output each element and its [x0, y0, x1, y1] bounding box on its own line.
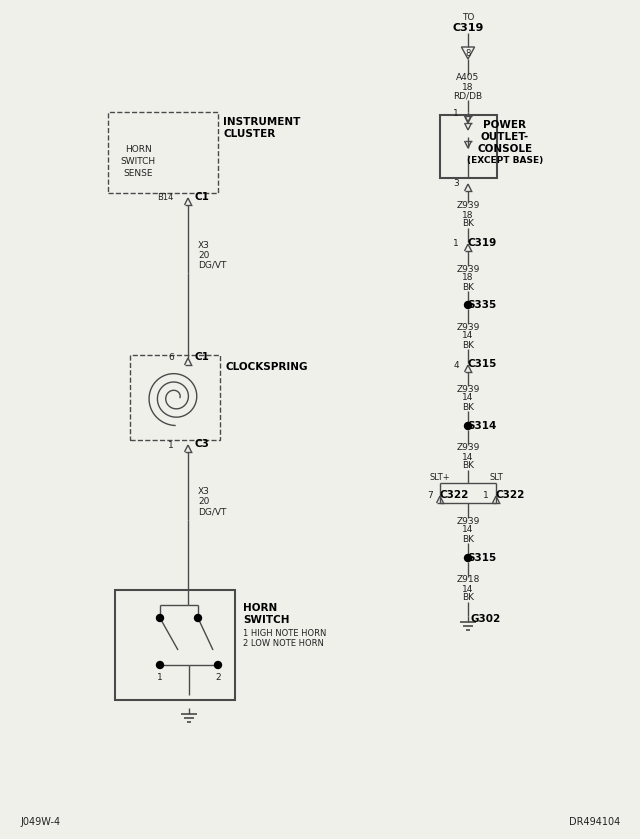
Text: DG/VT: DG/VT	[198, 508, 227, 517]
Text: SWITCH: SWITCH	[243, 615, 289, 625]
Text: BK: BK	[462, 283, 474, 291]
Text: 14: 14	[462, 452, 474, 461]
Text: (EXCEPT BASE): (EXCEPT BASE)	[467, 157, 543, 165]
Text: Z939: Z939	[456, 201, 480, 211]
Text: C319: C319	[452, 23, 484, 33]
Text: Z939: Z939	[456, 384, 480, 393]
Text: 14: 14	[462, 331, 474, 341]
Text: INSTRUMENT: INSTRUMENT	[223, 117, 300, 127]
Text: 18: 18	[462, 274, 474, 283]
Text: BK: BK	[462, 593, 474, 602]
Text: S335: S335	[467, 300, 497, 310]
Text: Z939: Z939	[456, 444, 480, 452]
Text: OUTLET-: OUTLET-	[481, 132, 529, 142]
Text: CONSOLE: CONSOLE	[477, 144, 532, 154]
Text: 6: 6	[168, 353, 174, 362]
Text: C1: C1	[195, 352, 209, 362]
Text: C3: C3	[195, 439, 209, 449]
Text: C322: C322	[495, 490, 525, 500]
Text: S314: S314	[467, 421, 497, 431]
Text: G302: G302	[471, 614, 501, 624]
Text: POWER: POWER	[483, 120, 527, 130]
Text: 1 HIGH NOTE HORN: 1 HIGH NOTE HORN	[243, 629, 326, 638]
Text: J049W-4: J049W-4	[20, 817, 60, 827]
Text: 14: 14	[462, 585, 474, 593]
Text: 7: 7	[427, 492, 433, 501]
Text: 1: 1	[453, 239, 459, 248]
Text: C1: C1	[195, 192, 209, 202]
Text: HORN: HORN	[125, 145, 152, 154]
Text: C319: C319	[467, 238, 497, 248]
Text: BK: BK	[462, 220, 474, 228]
Text: Z939: Z939	[456, 264, 480, 274]
Text: SLT: SLT	[489, 472, 503, 482]
Text: X3: X3	[198, 241, 210, 249]
Text: C315: C315	[467, 359, 497, 369]
Circle shape	[465, 555, 472, 561]
Text: CLOCKSPRING: CLOCKSPRING	[225, 362, 307, 372]
Text: 18: 18	[462, 82, 474, 91]
Text: S315: S315	[467, 553, 497, 563]
Text: SENSE: SENSE	[124, 169, 153, 179]
Circle shape	[214, 661, 221, 669]
Text: 2: 2	[215, 673, 221, 681]
Circle shape	[465, 301, 472, 309]
Text: A405: A405	[456, 74, 479, 82]
Text: BK: BK	[462, 461, 474, 471]
Text: TO: TO	[462, 13, 474, 23]
Text: 1: 1	[168, 440, 174, 450]
Text: SWITCH: SWITCH	[120, 158, 156, 166]
Text: 1: 1	[157, 673, 163, 681]
Circle shape	[157, 661, 163, 669]
Text: B14: B14	[157, 194, 174, 202]
Text: C322: C322	[439, 490, 468, 500]
Text: X3: X3	[198, 487, 210, 497]
Text: 14: 14	[462, 525, 474, 534]
Text: 2 LOW NOTE HORN: 2 LOW NOTE HORN	[243, 639, 324, 649]
Text: 1: 1	[453, 110, 459, 118]
Text: 1: 1	[483, 492, 489, 501]
Text: Z939: Z939	[456, 517, 480, 525]
Text: 20: 20	[198, 498, 209, 507]
Text: 4: 4	[453, 361, 459, 369]
Text: BK: BK	[462, 534, 474, 544]
Text: BK: BK	[462, 403, 474, 411]
Text: DR494104: DR494104	[569, 817, 620, 827]
Text: 3: 3	[453, 180, 459, 189]
Text: 18: 18	[462, 211, 474, 220]
Text: RD/DB: RD/DB	[453, 91, 483, 101]
Text: Z918: Z918	[456, 576, 480, 585]
Circle shape	[157, 614, 163, 622]
Text: 14: 14	[462, 393, 474, 403]
Text: 8: 8	[465, 49, 470, 58]
Circle shape	[195, 614, 202, 622]
Circle shape	[465, 423, 472, 430]
Text: DG/VT: DG/VT	[198, 260, 227, 269]
Text: Z939: Z939	[456, 322, 480, 331]
Text: CLUSTER: CLUSTER	[223, 129, 275, 139]
Text: 20: 20	[198, 251, 209, 259]
Text: SLT+: SLT+	[429, 472, 451, 482]
Text: BK: BK	[462, 341, 474, 350]
Text: HORN: HORN	[243, 603, 277, 613]
